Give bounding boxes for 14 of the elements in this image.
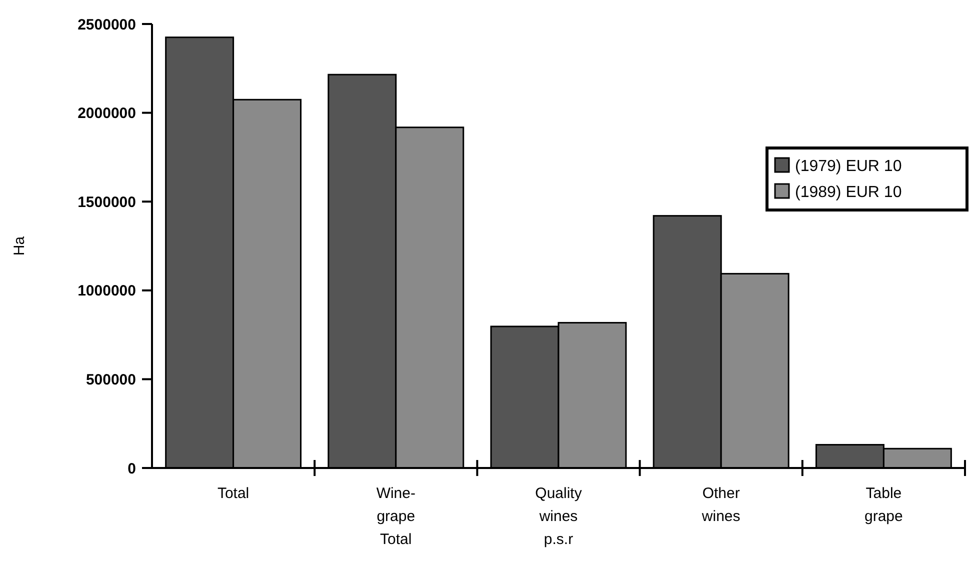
legend-label: (1979) EUR 10 — [795, 158, 902, 175]
y-tick-label: 1000000 — [78, 282, 136, 300]
y-tick-label: 500000 — [86, 371, 136, 388]
x-tick-label: Wine-grape Total — [376, 485, 416, 548]
x-tick-label: Other wines — [700, 485, 740, 525]
x-tick-label: Total — [217, 485, 250, 502]
y-tick-label: 1500000 — [78, 194, 136, 211]
y-tick-label: 0 — [128, 460, 136, 478]
x-tick-label: Table grape — [864, 485, 903, 525]
x-tick-label: Quality wines p.s.r — [535, 485, 582, 548]
legend-label: (1989) EUR 10 — [795, 184, 902, 201]
y-tick-label: 2000000 — [78, 105, 136, 122]
y-tick-label: 2500000 — [78, 16, 136, 34]
y-axis-title: Ha — [11, 236, 28, 256]
